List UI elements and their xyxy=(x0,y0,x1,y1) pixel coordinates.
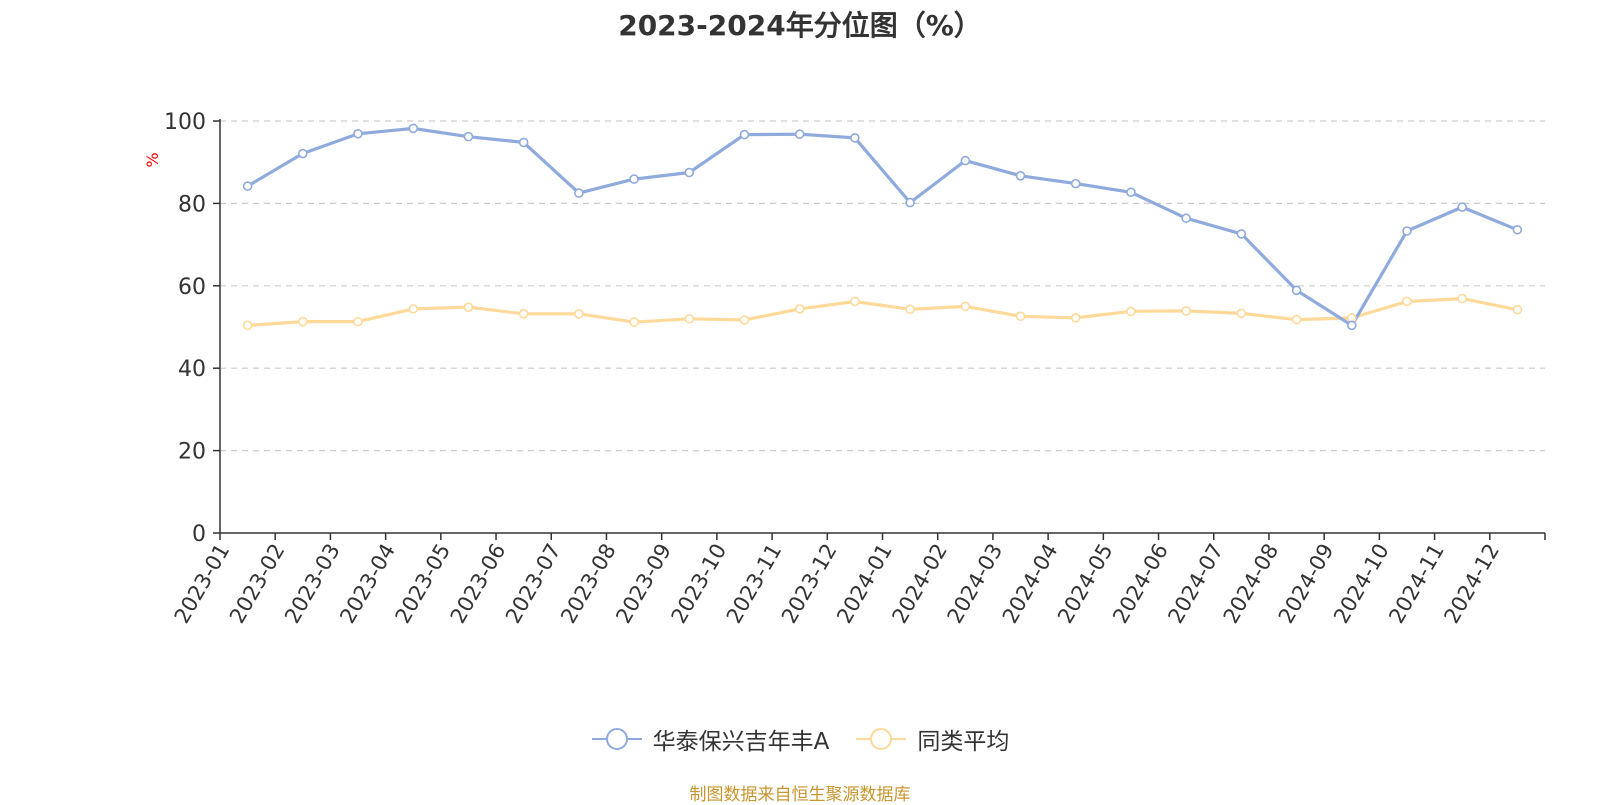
data-point-series-2[interactable] xyxy=(1015,311,1026,322)
legend: 华泰保兴吉年丰A 同类平均 xyxy=(0,722,1600,756)
data-point-series-2[interactable] xyxy=(850,296,860,307)
data-point-series-1[interactable] xyxy=(1346,320,1357,331)
data-point-series-1[interactable] xyxy=(1402,226,1412,236)
data-point-series-2[interactable] xyxy=(1457,293,1467,304)
legend-label-series-2: 同类平均 xyxy=(917,729,1010,755)
data-point-series-1[interactable] xyxy=(850,133,860,143)
data-point-series-1[interactable] xyxy=(1181,213,1191,224)
y-tick-labels: 0 20 40 60 80 100 xyxy=(164,110,206,547)
data-point-series-1[interactable] xyxy=(794,129,805,139)
legend-marker-series-2 xyxy=(856,728,907,750)
data-point-series-1[interactable] xyxy=(1015,170,1026,181)
x-tick-label: 2024-12 xyxy=(1439,540,1504,628)
data-point-series-1[interactable] xyxy=(574,188,584,198)
y-axis-label: % xyxy=(143,152,162,167)
data-point-series-1[interactable] xyxy=(684,167,695,178)
chart-title: 2023-2024年分位图（%） xyxy=(618,9,982,42)
series-markers xyxy=(242,123,1523,331)
data-point-series-2[interactable] xyxy=(905,304,915,315)
data-point-series-2[interactable] xyxy=(739,315,750,325)
legend-label-series-1: 华泰保兴吉年丰A xyxy=(652,729,830,755)
data-point-series-2[interactable] xyxy=(1126,306,1136,317)
legend-item-series-2[interactable]: 同类平均 xyxy=(855,722,1009,756)
data-point-series-1[interactable] xyxy=(960,155,971,166)
data-point-series-1[interactable] xyxy=(629,174,639,184)
data-point-series-1[interactable] xyxy=(1291,285,1302,296)
legend-marker-series-1 xyxy=(591,728,642,750)
axes xyxy=(213,119,1546,540)
data-point-series-1[interactable] xyxy=(1236,229,1247,239)
data-point-series-2[interactable] xyxy=(684,313,695,324)
data-point-series-1[interactable] xyxy=(353,128,363,139)
data-point-series-2[interactable] xyxy=(242,320,253,331)
data-point-series-2[interactable] xyxy=(1512,304,1523,315)
y-tick-label: 20 xyxy=(178,440,206,465)
data-point-series-1[interactable] xyxy=(518,137,529,148)
y-tick-label: 0 xyxy=(192,522,206,547)
data-point-series-2[interactable] xyxy=(1181,306,1191,316)
y-tick-label: 100 xyxy=(164,110,206,135)
data-point-series-2[interactable] xyxy=(463,302,474,313)
data-point-series-2[interactable] xyxy=(794,304,805,314)
y-tick-label: 40 xyxy=(178,357,206,382)
data-point-series-1[interactable] xyxy=(463,131,474,142)
grid-lines xyxy=(220,120,1545,452)
source-note: 制图数据来自恒生聚源数据库 xyxy=(689,785,911,805)
data-point-series-1[interactable] xyxy=(905,197,915,208)
legend-item-series-1[interactable]: 华泰保兴吉年丰A xyxy=(591,722,830,756)
data-point-series-2[interactable] xyxy=(518,309,529,319)
data-point-series-1[interactable] xyxy=(1457,202,1467,212)
data-point-series-1[interactable] xyxy=(1126,187,1136,198)
data-point-series-2[interactable] xyxy=(1070,313,1081,323)
data-point-series-2[interactable] xyxy=(960,301,971,312)
data-point-series-2[interactable] xyxy=(408,304,419,314)
data-point-series-2[interactable] xyxy=(574,309,584,319)
data-point-series-2[interactable] xyxy=(629,317,639,327)
data-point-series-1[interactable] xyxy=(739,129,750,140)
data-point-series-1[interactable] xyxy=(242,181,253,191)
data-point-series-2[interactable] xyxy=(1402,296,1412,307)
series-line-2 xyxy=(247,297,1518,327)
y-tick-label: 80 xyxy=(178,192,206,217)
series-line-1 xyxy=(246,126,1519,327)
data-point-series-2[interactable] xyxy=(1291,314,1302,325)
data-point-series-1[interactable] xyxy=(1512,224,1523,235)
series-lines xyxy=(246,126,1519,327)
data-point-series-1[interactable] xyxy=(408,123,419,134)
data-point-series-2[interactable] xyxy=(298,316,308,327)
x-tick-labels: 2023-012023-022023-032023-042023-052023-… xyxy=(170,539,1504,627)
data-point-series-2[interactable] xyxy=(353,316,363,327)
data-point-series-2[interactable] xyxy=(1236,308,1247,319)
y-tick-label: 60 xyxy=(178,275,206,300)
data-point-series-1[interactable] xyxy=(1070,178,1081,189)
data-point-series-1[interactable] xyxy=(298,148,308,159)
